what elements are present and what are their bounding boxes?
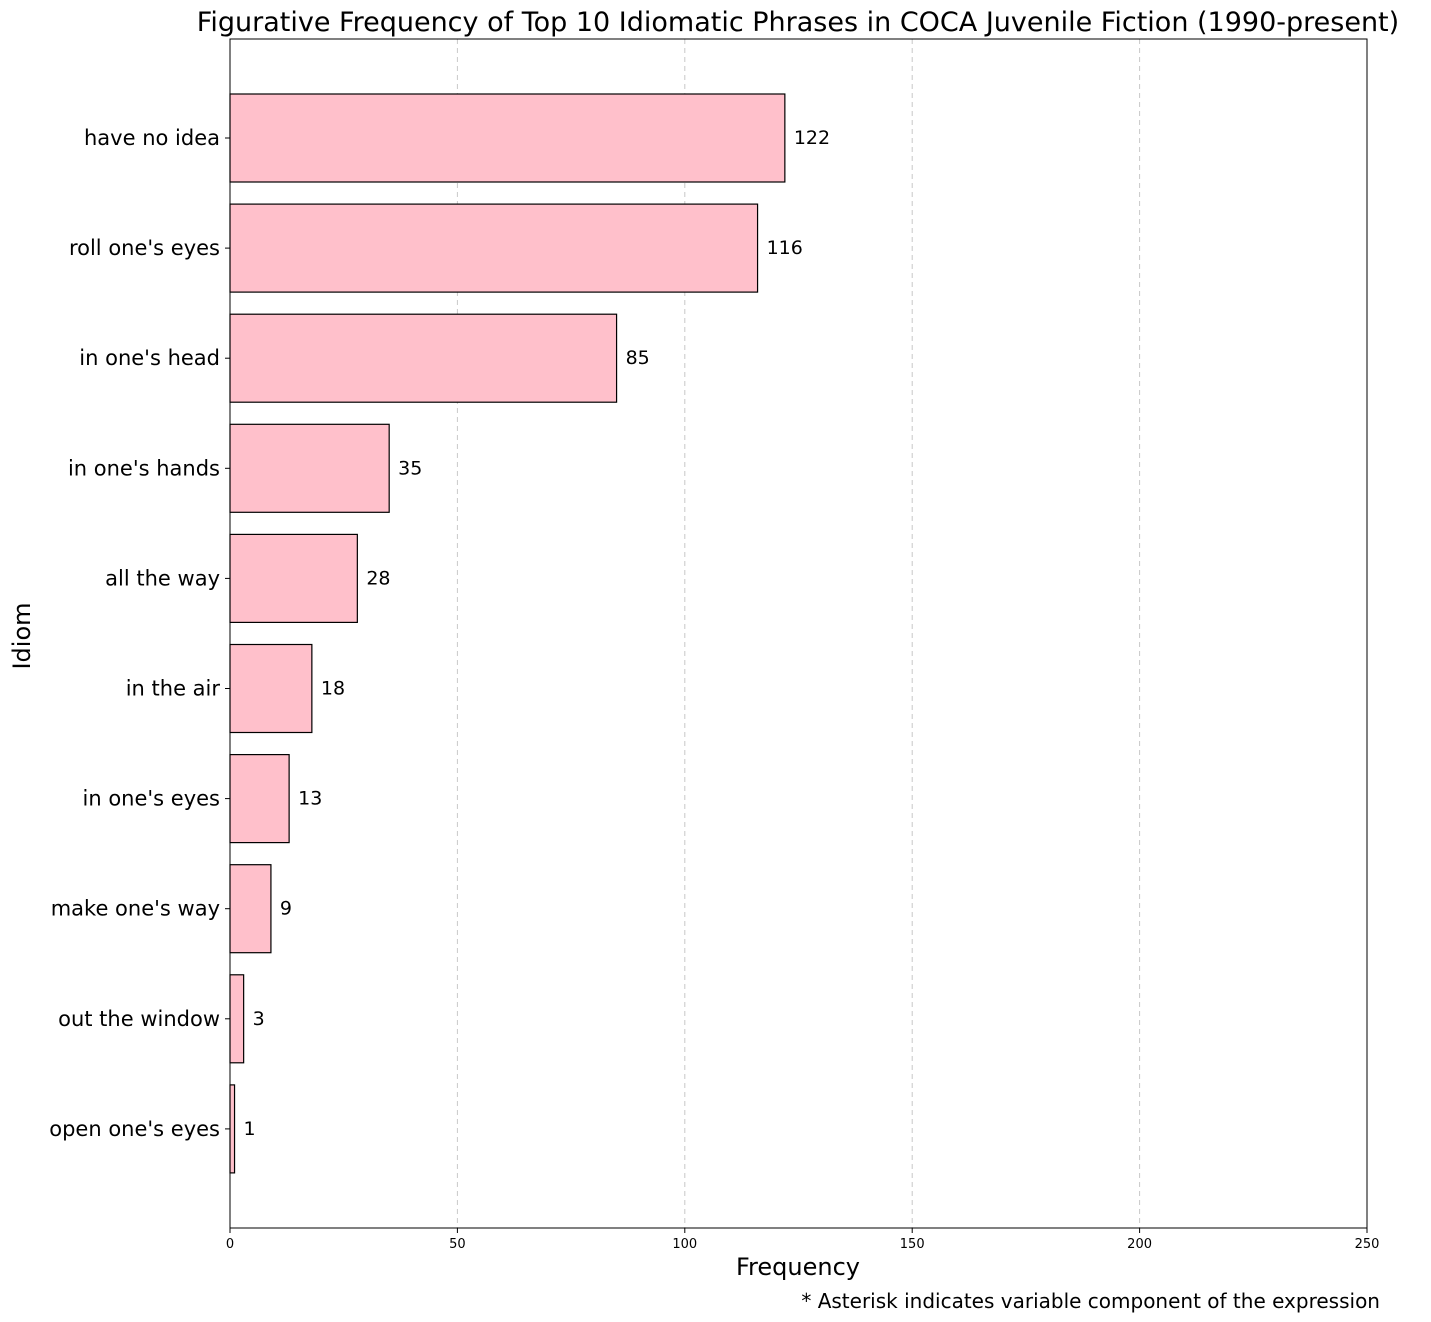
y-tick-label: in one's head [79, 346, 220, 370]
data-label: 3 [253, 1008, 265, 1030]
y-axis-label: Idiom [8, 602, 36, 669]
y-tick-label: in one's hands [68, 456, 220, 480]
x-tick-label: 150 [900, 1237, 925, 1252]
data-label: 13 [298, 788, 322, 810]
x-axis-ticks: 0 50 100 150 200 250 [226, 1228, 1380, 1252]
bar [229, 533, 358, 624]
data-label: 28 [366, 567, 390, 589]
data-label: 122 [794, 127, 830, 149]
y-tick-label: in one's eyes [83, 787, 221, 811]
data-labels: 122 116 85 35 28 18 13 9 3 1 [244, 127, 831, 1140]
data-label: 9 [280, 898, 292, 920]
x-axis-label: Frequency [736, 1253, 860, 1281]
chart-title: Figurative Frequency of Top 10 Idiomatic… [197, 7, 1399, 38]
y-axis-ticks: have no idea roll one's eyes in one's head… [49, 126, 230, 1141]
y-tick-label: roll one's eyes [69, 236, 220, 260]
y-tick-label: have no idea [84, 126, 220, 150]
y-tick-label: out the window [58, 1007, 220, 1031]
bar [229, 93, 786, 183]
bar [229, 864, 272, 954]
y-tick-label: make one's way [51, 897, 220, 921]
x-tick-label: 0 [226, 1237, 234, 1252]
bar [229, 313, 618, 403]
bar [229, 423, 390, 513]
data-label: 18 [321, 678, 345, 700]
bars [229, 93, 786, 1174]
bar [229, 643, 313, 734]
bar [229, 974, 245, 1064]
data-label: 35 [398, 457, 422, 479]
y-tick-label: all the way [105, 566, 220, 590]
bar [229, 753, 290, 844]
data-label: 85 [626, 347, 650, 369]
footnote: * Asterisk indicates variable component … [801, 1289, 1380, 1313]
bar [229, 203, 759, 293]
plot-frame [229, 38, 1368, 1229]
x-tick-label: 100 [672, 1237, 697, 1252]
y-tick-label: open one's eyes [49, 1117, 220, 1141]
x-tick-label: 50 [449, 1237, 466, 1252]
bar [229, 1084, 236, 1174]
y-tick-label: in the air [126, 677, 221, 701]
x-tick-label: 200 [1127, 1237, 1152, 1252]
data-label: 1 [244, 1118, 256, 1140]
data-label: 116 [767, 237, 803, 259]
x-tick-label: 250 [1355, 1237, 1380, 1252]
